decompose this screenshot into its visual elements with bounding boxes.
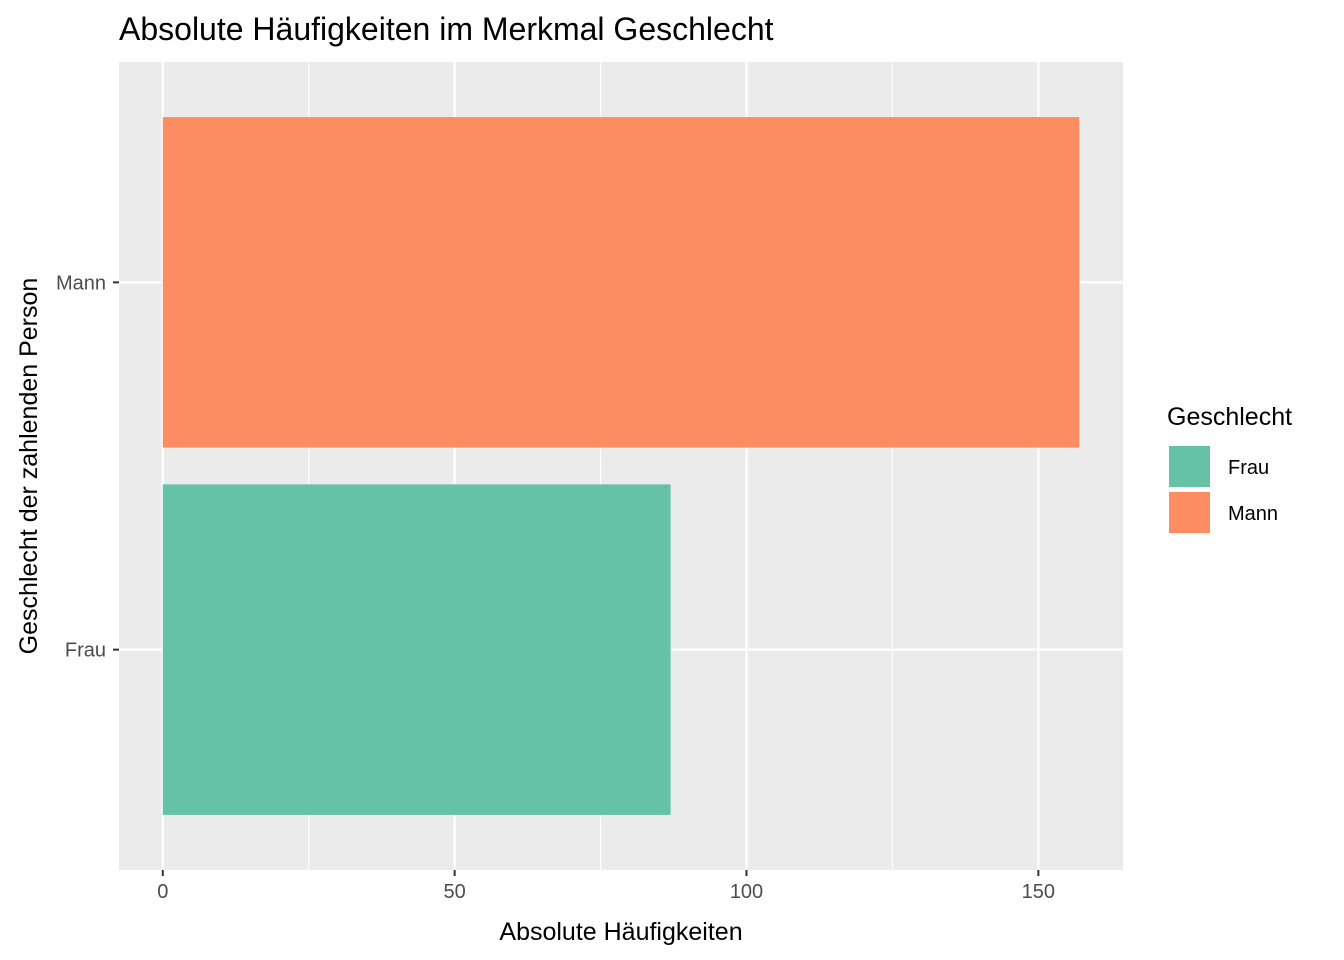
- y-axis-title: Geschlecht der zahlenden Person: [15, 278, 43, 655]
- legend: Geschlecht Frau Mann: [1167, 403, 1292, 535]
- bar-frau: [162, 484, 671, 815]
- x-axis: 0 50 100 150: [157, 870, 1055, 903]
- legend-swatch-mann: [1169, 492, 1210, 533]
- x-tick-label: 0: [157, 881, 168, 903]
- legend-label-mann: Mann: [1228, 503, 1278, 525]
- bar-mann: [162, 117, 1080, 448]
- x-tick-label: 50: [444, 881, 466, 903]
- x-axis-title: Absolute Häufigkeiten: [499, 918, 742, 946]
- legend-label-frau: Frau: [1228, 457, 1269, 479]
- legend-swatch-frau: [1169, 446, 1210, 487]
- chart-title: Absolute Häufigkeiten im Merkmal Geschle…: [119, 11, 774, 47]
- y-axis: Frau Mann: [56, 272, 119, 662]
- y-tick-label: Mann: [56, 272, 106, 294]
- x-tick-label: 100: [730, 881, 763, 903]
- x-tick-label: 150: [1022, 881, 1055, 903]
- y-tick-label: Frau: [65, 640, 106, 662]
- legend-title: Geschlecht: [1167, 403, 1292, 431]
- bars: [162, 117, 1080, 815]
